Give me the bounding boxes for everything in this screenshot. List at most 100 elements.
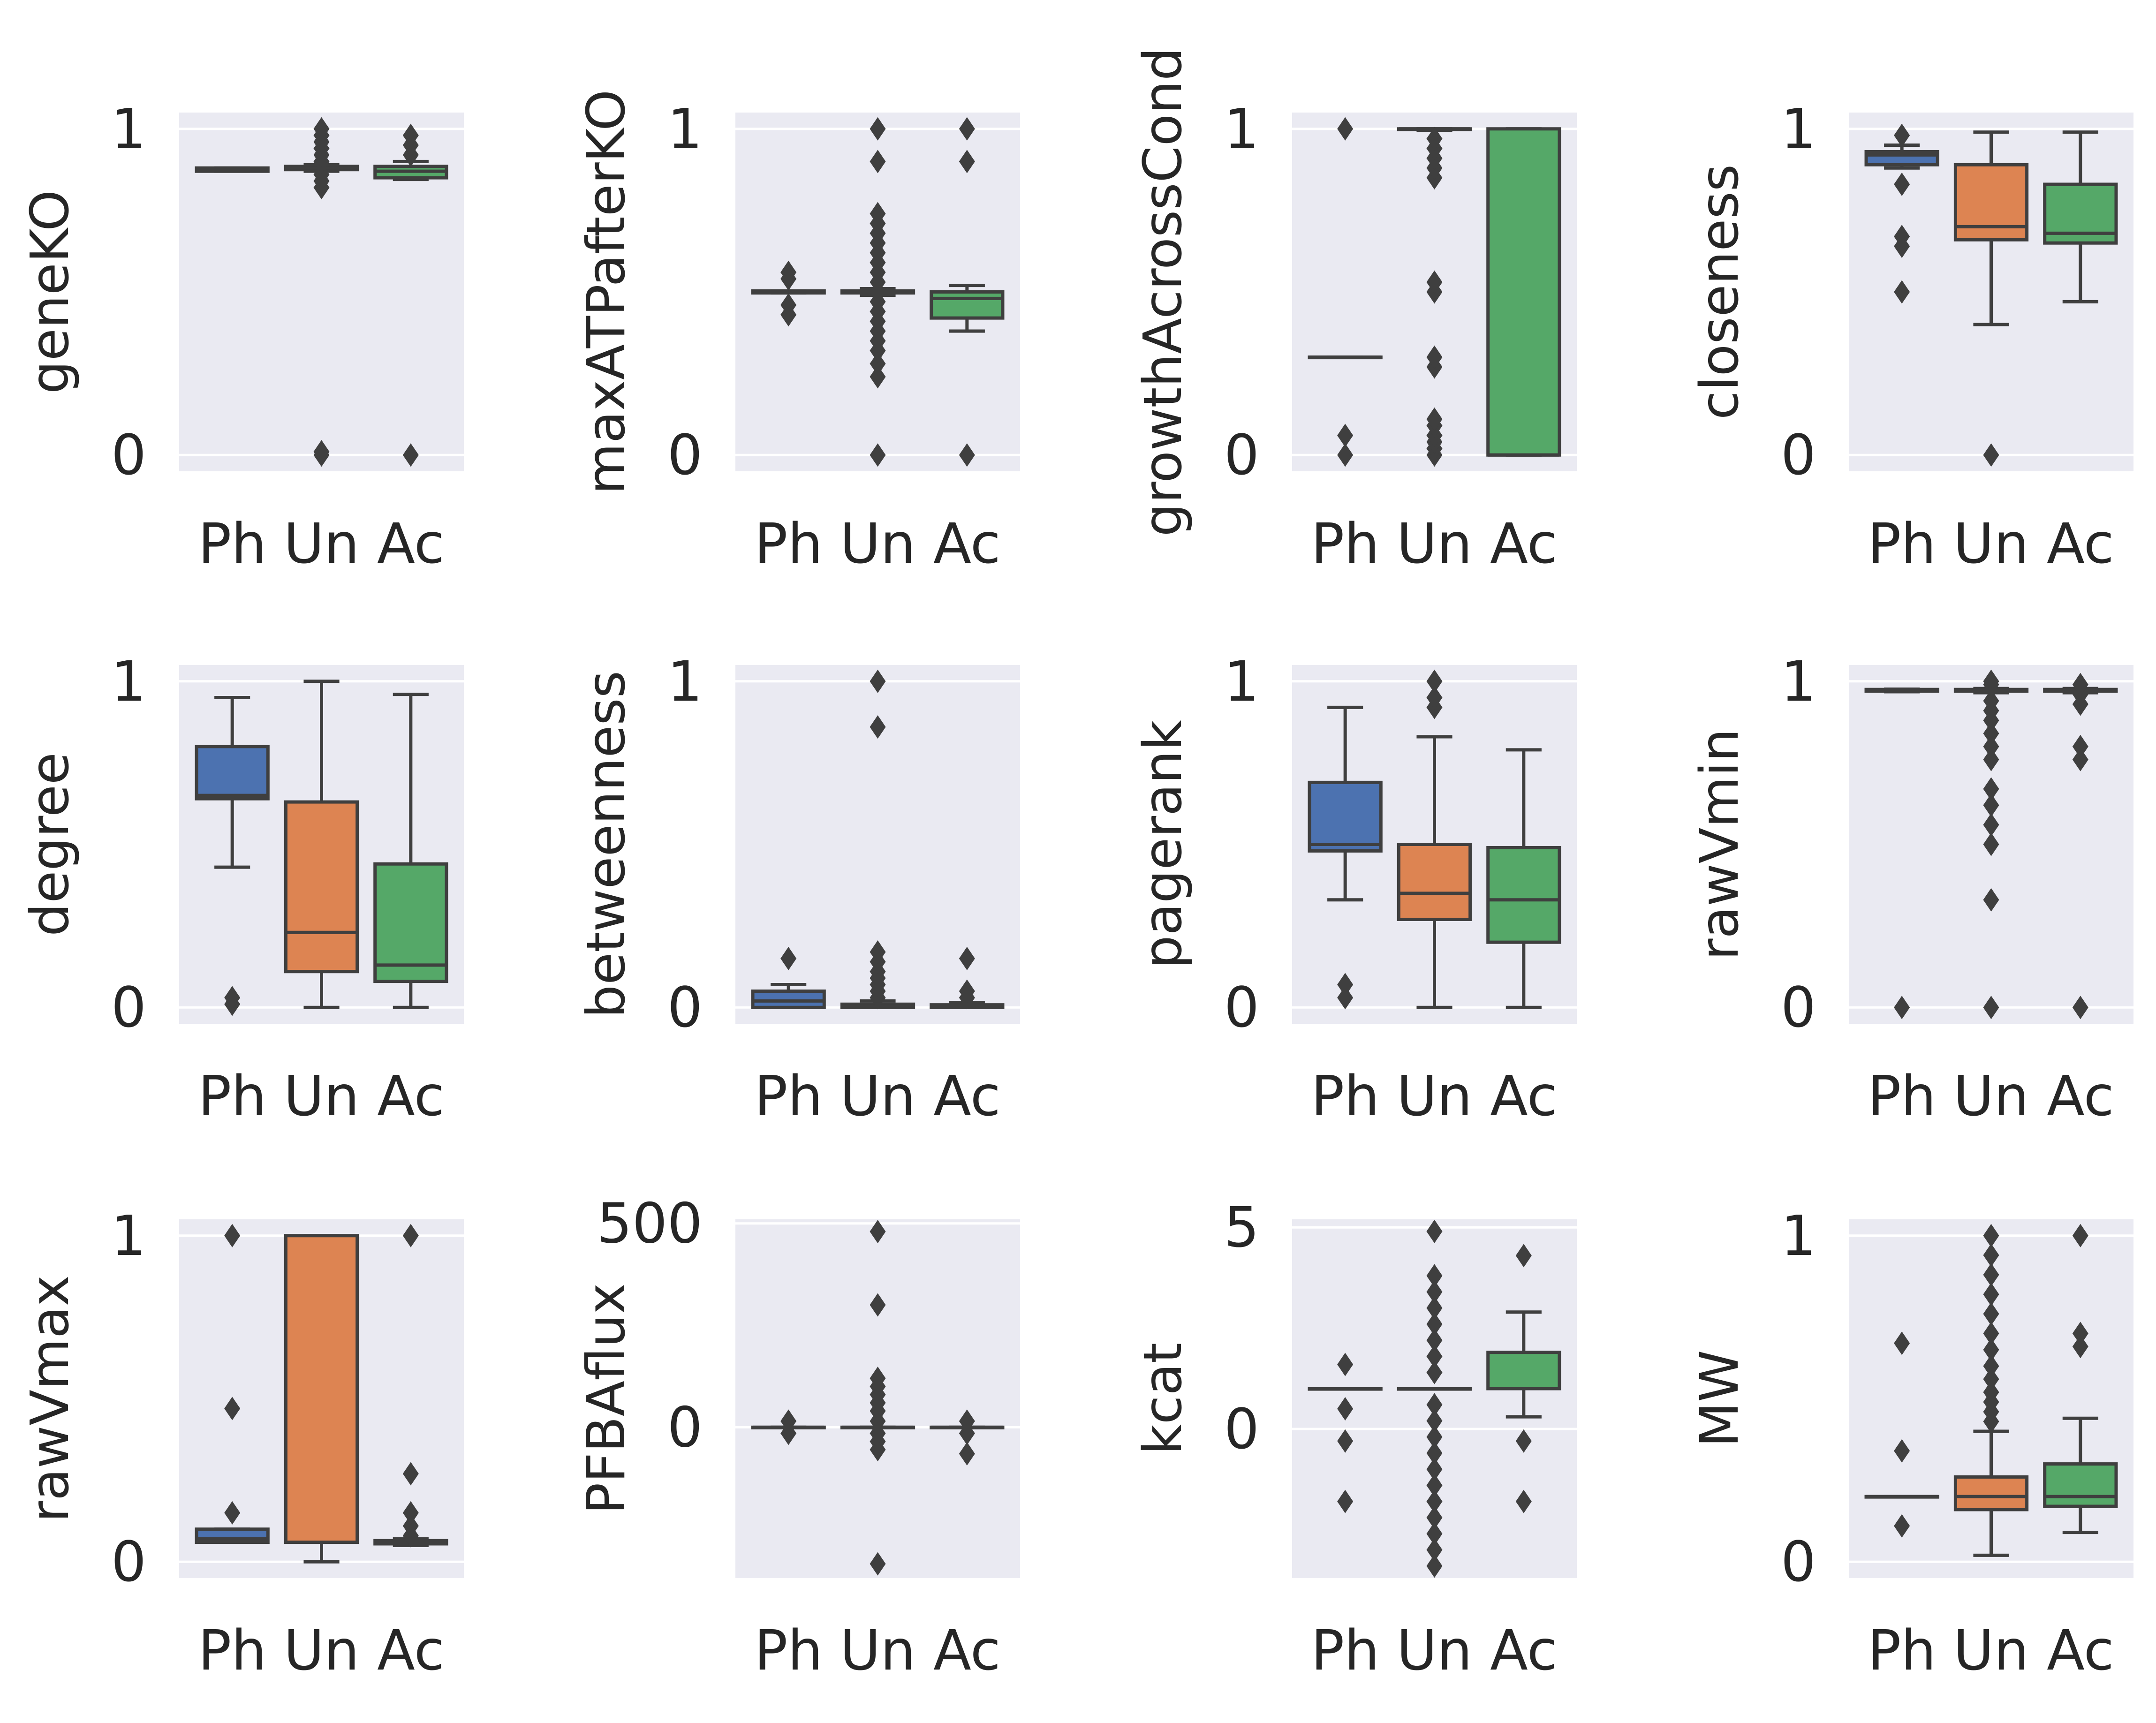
outlier-point	[780, 293, 797, 317]
outlier-point	[870, 117, 886, 141]
outlier-point	[1426, 1312, 1443, 1336]
box-Ac	[930, 290, 1005, 320]
x-tick-label: Un	[1953, 511, 2029, 576]
box-Ph	[195, 745, 270, 801]
box-Ac	[2043, 1462, 2118, 1508]
x-tick-label: Ph	[754, 511, 823, 576]
outlier-point	[1426, 345, 1443, 369]
x-tick-label: Un	[1953, 1064, 2029, 1128]
outlier-point	[1337, 1489, 1354, 1513]
outlier-point	[1983, 996, 1999, 1020]
box-Un	[284, 1234, 359, 1544]
x-tick-label: Un	[840, 511, 915, 576]
outlier-point	[959, 1442, 975, 1466]
y-tick-label: 1	[111, 97, 146, 161]
outlier-point	[1426, 1360, 1443, 1384]
outlier-point	[224, 1224, 241, 1247]
outlier-point	[959, 946, 975, 970]
x-tick-label: Un	[284, 511, 359, 576]
y-tick-label: 0	[667, 975, 703, 1040]
box-Un	[1953, 1475, 2029, 1511]
x-tick-label: Ac	[1490, 1064, 1558, 1128]
y-axis-label: degree	[20, 752, 81, 937]
outlier-point	[224, 986, 241, 1010]
x-tick-label: Ac	[1490, 511, 1558, 576]
x-tick-label: Ph	[1868, 1064, 1936, 1128]
outlier-point	[1983, 1322, 1999, 1345]
outlier-point	[959, 1421, 975, 1445]
outlier-point	[1983, 813, 1999, 837]
outlier-point	[1983, 722, 1999, 746]
outlier-point	[780, 946, 797, 970]
outlier-point	[870, 715, 886, 739]
outlier-point	[1426, 1425, 1443, 1449]
outlier-point	[1426, 1219, 1443, 1243]
outlier-point	[1426, 1506, 1443, 1530]
x-tick-label: Ph	[198, 511, 266, 576]
y-tick-label: 1	[667, 649, 703, 714]
outlier-point	[402, 1501, 419, 1525]
y-tick-label: 1	[1781, 97, 1816, 161]
outlier-point	[870, 352, 886, 376]
x-tick-label: Un	[1397, 1618, 1472, 1683]
outlier-point	[870, 1421, 886, 1445]
outlier-point	[1983, 832, 1999, 856]
y-tick-label: 0	[1224, 975, 1259, 1040]
outlier-point	[1426, 1538, 1443, 1562]
y-tick-label: 0	[1781, 423, 1816, 487]
y-tick-label: 0	[111, 975, 146, 1040]
outlier-point	[402, 1224, 419, 1247]
box-Ac	[1486, 127, 1561, 457]
x-tick-label: Ph	[1868, 511, 1936, 576]
outlier-point	[1983, 1338, 1999, 1362]
outlier-point	[402, 443, 419, 467]
x-tick-label: Ac	[933, 511, 1001, 576]
outlier-point	[780, 1421, 797, 1445]
box-Ac	[1486, 1351, 1561, 1390]
outlier-point	[870, 150, 886, 174]
y-axis-label: rawVmin	[1689, 728, 1750, 960]
outlier-point	[780, 1409, 797, 1433]
x-tick-label: Ph	[1868, 1618, 1936, 1683]
subplot-geneKO: 0 1 geneKO Ph Un Ac	[20, 97, 464, 576]
outlier-point	[2072, 748, 2088, 771]
y-tick-label: 1	[1781, 649, 1816, 714]
outlier-point	[1983, 1354, 1999, 1378]
outlier-point	[1983, 748, 1999, 771]
y-tick-label: 1	[111, 1203, 146, 1268]
box-Ac	[373, 862, 448, 983]
outlier-point	[1983, 1243, 1999, 1267]
y-tick-label: 1	[1224, 649, 1259, 714]
outlier-point	[1983, 888, 1999, 912]
outlier-point	[1426, 1328, 1443, 1352]
outlier-point	[1983, 1282, 1999, 1306]
outlier-point	[1894, 1439, 1910, 1463]
y-axis-label: geneKO	[20, 190, 81, 394]
y-tick-label: 0	[667, 1395, 703, 1459]
y-axis-label: rawVmax	[20, 1275, 81, 1522]
outlier-point	[870, 443, 886, 467]
outlier-point	[1515, 1489, 1532, 1513]
outlier-point	[1337, 1353, 1354, 1376]
y-axis-label: kcat	[1133, 1343, 1194, 1455]
y-tick-label: 1	[1224, 97, 1259, 161]
outlier-point	[1337, 986, 1354, 1010]
outlier-point	[1426, 1296, 1443, 1320]
x-tick-label: Ac	[1490, 1618, 1558, 1683]
y-axis-label: closeness	[1689, 164, 1750, 420]
outlier-point	[1426, 407, 1443, 431]
y-tick-label: 1	[1781, 1203, 1816, 1268]
subplot-maxATPafterKO: 0 1 maxATPafterKO Ph Un Ac	[576, 90, 1020, 576]
box-Un	[1953, 163, 2029, 242]
subplot-rawVmax: 0 1 rawVmax Ph Un Ac	[20, 1203, 464, 1683]
outlier-point	[1983, 777, 1999, 801]
outlier-point	[1983, 1380, 1999, 1404]
outlier-point	[1426, 1441, 1443, 1465]
outlier-point	[2072, 673, 2088, 696]
x-tick-label: Ph	[754, 1064, 823, 1128]
outlier-point	[1894, 996, 1910, 1020]
subplot-growthAcrossCond: 0 1 growthAcrossCond Ph Un Ac	[1133, 47, 1577, 576]
outlier-point	[959, 443, 975, 467]
subplot-PFBAflux: 0 500 PFBAflux Ph Un Ac	[576, 1191, 1020, 1683]
x-tick-label: Ph	[1311, 1618, 1379, 1683]
